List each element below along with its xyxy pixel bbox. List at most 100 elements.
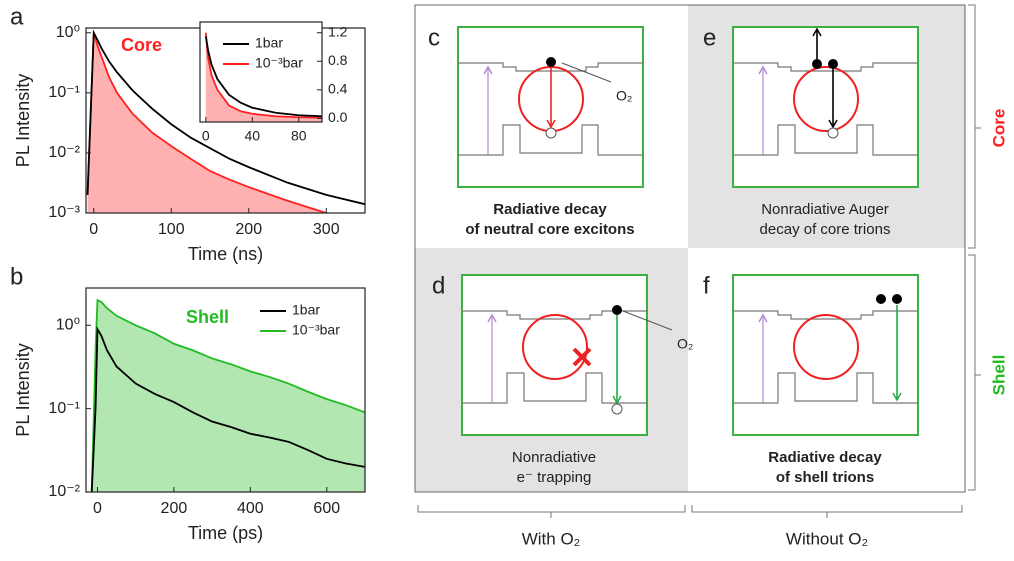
schematic-box <box>732 26 919 188</box>
core-circle <box>793 314 859 380</box>
row-label: Shell <box>989 355 1008 396</box>
hole <box>545 127 557 139</box>
column-label: With O₂ <box>522 529 581 548</box>
x-tick-label: 0 <box>89 221 98 238</box>
electron <box>876 294 886 304</box>
series-area <box>87 32 365 213</box>
panel-caption: of shell trions <box>776 469 874 486</box>
arrow-head <box>892 392 902 402</box>
series-line <box>90 298 365 492</box>
y-tick-label: 10⁻² <box>48 144 80 161</box>
y-tick-label: 0.0 <box>328 109 348 125</box>
schematic <box>732 274 919 436</box>
o2-arrow <box>561 62 612 83</box>
arrow-head <box>487 313 497 323</box>
column-bracket <box>417 505 963 518</box>
panel-letter: f <box>703 272 710 299</box>
panel-caption: e⁻ trapping <box>517 469 592 486</box>
panel-letter: e <box>703 24 716 51</box>
panel-letter: c <box>428 24 440 51</box>
x-tick-label: 40 <box>244 128 260 144</box>
row-label: Core <box>989 109 1008 148</box>
legend-label: 10⁻³bar <box>255 55 303 71</box>
series-line <box>86 32 331 213</box>
x-tick-label: 600 <box>313 500 340 517</box>
y-tick-label: 0.4 <box>328 81 348 97</box>
y-axis-label: PL Intensity <box>13 343 33 436</box>
y-axis-label: PL Intensity <box>13 74 33 167</box>
plot-bg <box>86 288 365 492</box>
electron <box>812 59 822 69</box>
plot-bg <box>200 22 322 122</box>
legend-label: 1bar <box>255 35 283 51</box>
plot-area <box>90 298 365 492</box>
series-line <box>204 36 322 118</box>
x-tick-label: 100 <box>158 221 185 238</box>
arrow-head <box>758 313 768 323</box>
schematic: O₂ <box>457 26 644 188</box>
legend-label: 10⁻³bar <box>292 322 340 338</box>
column-label: Without O₂ <box>786 529 868 548</box>
panel-caption: Nonradiative <box>512 449 596 466</box>
series-line <box>86 29 365 206</box>
schematic: O₂ <box>461 274 693 436</box>
o2-label: O₂ <box>616 88 632 104</box>
y-tick-label: 10⁻¹ <box>48 400 80 417</box>
y-tick-label: 1.2 <box>328 23 348 39</box>
valence-band <box>458 124 643 156</box>
x-axis-label: Time (ps) <box>188 523 263 543</box>
plot-area <box>204 32 322 122</box>
conduction-band <box>733 62 918 72</box>
o2-arrow <box>622 310 673 331</box>
series-line <box>204 32 322 119</box>
x-tick-label: 80 <box>291 128 307 144</box>
y-tick-label: 10⁰ <box>56 24 80 41</box>
x-tick-label: 0 <box>202 128 210 144</box>
conduction-band <box>733 310 918 320</box>
x-axis-label: Time (ns) <box>188 244 263 264</box>
chart-title: Core <box>121 35 162 55</box>
plot-frame <box>85 287 366 493</box>
y-tick-label: 0.8 <box>328 52 348 68</box>
electron <box>892 294 902 304</box>
core-circle <box>522 314 588 380</box>
x-tick-label: 200 <box>235 221 262 238</box>
conduction-band <box>462 310 647 320</box>
x-tick-label: 400 <box>237 500 264 517</box>
arrow-head <box>483 65 493 75</box>
panel-caption: Radiative decay <box>493 201 607 218</box>
core-circle <box>793 66 859 132</box>
blocked-cross <box>572 347 592 367</box>
x-tick-label: 0 <box>93 500 102 517</box>
electron <box>828 59 838 69</box>
valence-band <box>733 124 918 156</box>
plot-area <box>86 29 365 213</box>
diagram-border <box>414 4 966 493</box>
panel-label: a <box>10 3 24 30</box>
schematic <box>732 26 919 188</box>
row-bracket <box>968 4 981 491</box>
panel-letter: d <box>432 272 445 299</box>
electron <box>546 57 556 67</box>
electron <box>612 305 622 315</box>
series-area <box>205 32 322 122</box>
valence-band <box>462 372 647 404</box>
series-area <box>91 300 365 492</box>
o2-label: O₂ <box>677 336 693 352</box>
y-tick-label: 10⁻³ <box>48 204 80 221</box>
plot-frame <box>199 21 323 123</box>
hole <box>611 403 623 415</box>
x-tick-label: 200 <box>161 500 188 517</box>
chart-title: Shell <box>186 307 229 327</box>
y-tick-label: 10⁰ <box>56 316 80 333</box>
arrow-head <box>812 27 822 37</box>
arrow-head <box>758 65 768 75</box>
panel-caption: Nonradiative Auger <box>761 201 889 218</box>
y-tick-label: 10⁻¹ <box>48 84 80 101</box>
series-line <box>90 325 365 492</box>
schematic-box <box>732 274 919 436</box>
arrow-head <box>828 119 838 129</box>
arrow-head <box>546 119 556 129</box>
panel-label: b <box>10 263 23 290</box>
